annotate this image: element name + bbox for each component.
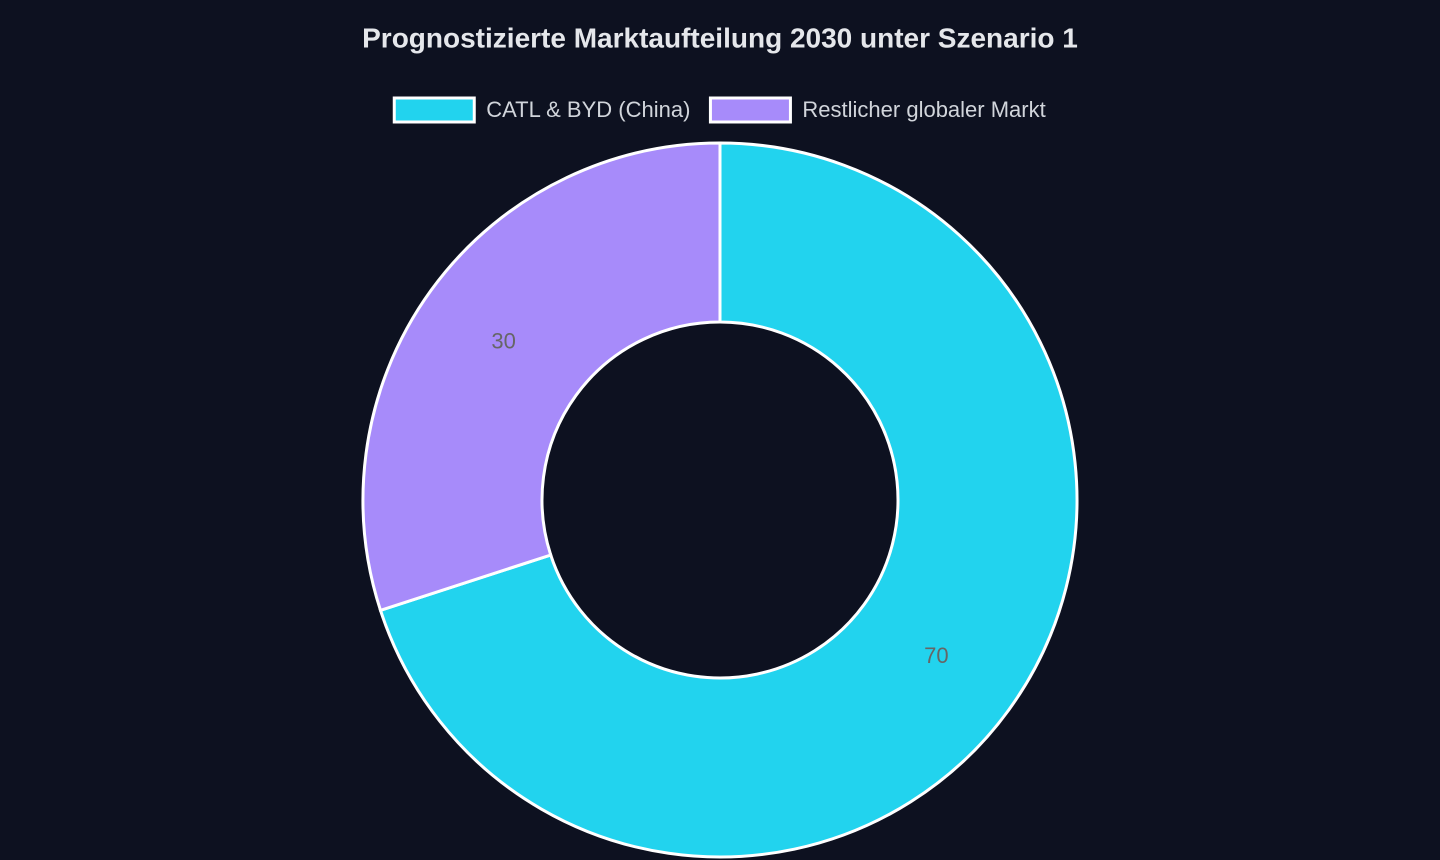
data-label: 30 (491, 329, 515, 354)
legend-swatch (708, 96, 792, 124)
slices: 70 30 (361, 141, 1079, 859)
slice (361, 141, 722, 613)
data-label: 70 (924, 643, 948, 668)
legend: CATL & BYD (China) Restlicher globaler Ma… (392, 96, 1046, 124)
chart-title: Prognostizierte Marktaufteilung 2030 unt… (362, 22, 1078, 53)
legend-swatch (392, 96, 476, 124)
slice (378, 141, 1079, 859)
legend-label: Restlicher globaler Markt (802, 97, 1045, 122)
legend-label: CATL & BYD (China) (486, 97, 690, 122)
